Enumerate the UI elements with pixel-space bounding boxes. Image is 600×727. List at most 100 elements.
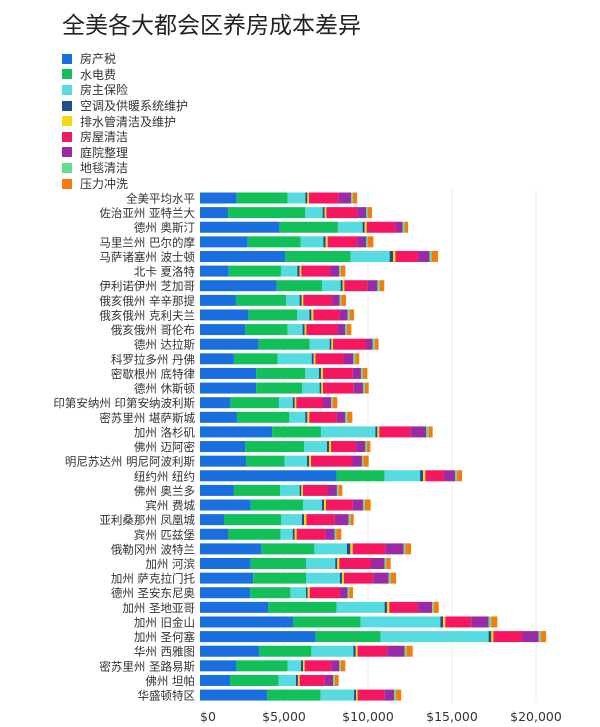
bar-segment — [200, 514, 225, 526]
bar-segment — [349, 309, 355, 321]
category-label: 全美平均水平 — [126, 192, 195, 206]
legend-item[interactable]: 排水管清洁及维护 — [62, 113, 188, 129]
bar-segment — [305, 411, 308, 423]
bar-segment — [224, 514, 282, 526]
bar-segment — [319, 382, 322, 394]
category-label: 纽约州 纽约 — [134, 469, 195, 483]
legend-item[interactable]: 空调及供暖系统维护 — [62, 98, 188, 114]
bar-segment — [261, 543, 315, 555]
bar-segment — [331, 397, 333, 409]
bar-segment — [491, 631, 494, 643]
legend-swatch — [62, 131, 72, 142]
bar-segment — [384, 470, 421, 482]
legend-label: 水电费 — [80, 67, 117, 82]
bar-segment — [300, 660, 303, 672]
bar-segment — [324, 207, 327, 219]
bar-segment — [374, 338, 379, 350]
bar-segment — [362, 382, 365, 394]
bar-segment — [200, 207, 229, 219]
bar-segment — [385, 543, 404, 555]
bar-segment — [321, 280, 341, 292]
bar-segment — [471, 616, 489, 628]
bar-segment — [321, 499, 324, 511]
bar-segment — [200, 294, 236, 306]
bar-segment — [339, 294, 342, 306]
bar-segment — [348, 514, 351, 526]
bar-segment — [309, 411, 337, 423]
bar-segment — [345, 324, 347, 336]
bar-segment — [200, 587, 251, 599]
bar-segment — [395, 221, 403, 233]
bar-segment — [245, 441, 304, 453]
bar-segment — [339, 587, 348, 599]
bar-segment — [311, 455, 353, 467]
bar-segment — [540, 631, 547, 643]
category-label: 加州 圣地亚哥 — [122, 601, 195, 615]
legend: 房产税 水电费 房主保险 空调及供暖系统维护 排水管清洁及维护 房屋清洁 庭院整理 地毯清洁压… — [62, 51, 188, 191]
bar-segment — [336, 411, 346, 423]
bar-segment — [488, 616, 492, 628]
bar-segment — [331, 441, 357, 453]
bar-segment — [347, 324, 352, 336]
bar-segment — [362, 499, 365, 511]
bar-segment — [320, 367, 323, 379]
bar-segment — [347, 309, 350, 321]
bar-segment — [364, 499, 371, 511]
bar-segment — [361, 455, 364, 467]
legend-item[interactable]: 水电费 — [62, 67, 188, 83]
bar-segment — [384, 558, 387, 569]
bar-segment — [336, 470, 385, 482]
bar-segment — [278, 674, 296, 686]
bar-segment — [488, 631, 492, 643]
legend-item[interactable]: 地毯清洁 — [62, 160, 188, 176]
bar-segment — [200, 645, 260, 657]
bar-segment — [352, 499, 363, 511]
bar-segment — [248, 309, 298, 321]
bar-segment — [372, 338, 375, 350]
bar-segment — [331, 660, 340, 672]
bar-segment — [280, 265, 298, 277]
bar-segment — [339, 558, 372, 569]
bar-segment — [305, 207, 323, 219]
bar-segment — [332, 294, 340, 306]
bar-segment — [253, 572, 307, 584]
bar-segment — [303, 441, 328, 453]
category-label: 加州 萨克拉门托 — [111, 572, 196, 586]
bar-segment — [333, 338, 366, 350]
bar-segment — [334, 514, 349, 526]
category-label: 德州 达拉斯 — [134, 338, 196, 352]
category-label: 德州 休斯顿 — [134, 382, 196, 396]
bar-segment — [304, 660, 332, 672]
bar-segment — [522, 631, 539, 643]
bar-segment — [297, 309, 310, 321]
bar-segment — [410, 426, 427, 438]
bar-segment — [327, 236, 358, 248]
bar-segment — [352, 543, 386, 555]
category-label: 宾州 匹兹堡 — [134, 528, 196, 542]
bar-segment — [323, 499, 326, 511]
legend-item[interactable]: 房屋清洁 — [62, 129, 188, 145]
bar-segment — [200, 367, 257, 379]
legend-item[interactable]: 庭院整理 — [62, 145, 188, 161]
legend-item[interactable]: 房主保险 — [62, 82, 188, 98]
chart-title: 全美各大都会区养房成本差异 — [62, 13, 361, 39]
bar-segment — [384, 601, 387, 613]
bar-segment — [405, 543, 412, 555]
bar-segment — [493, 631, 523, 643]
bar-segment — [390, 572, 397, 584]
bar-segment — [200, 382, 257, 394]
legend-item[interactable]: 房产税 — [62, 51, 188, 67]
category-label: 北卡 夏洛特 — [134, 265, 196, 279]
bar-segment — [389, 250, 394, 262]
bar-segment — [425, 470, 444, 482]
legend-label: 庭院整理 — [80, 145, 129, 160]
bar-segment — [365, 441, 367, 453]
bar-segment — [303, 514, 307, 526]
category-label: 密苏里州 圣路易斯 — [99, 659, 195, 673]
category-label: 佛州 坦帕 — [145, 674, 195, 688]
bar-segment — [404, 221, 408, 233]
bar-segment — [309, 455, 312, 467]
legend-item[interactable]: 压力冲洗 — [62, 176, 188, 192]
bar-segment — [233, 353, 278, 365]
bar-segment — [366, 221, 396, 233]
